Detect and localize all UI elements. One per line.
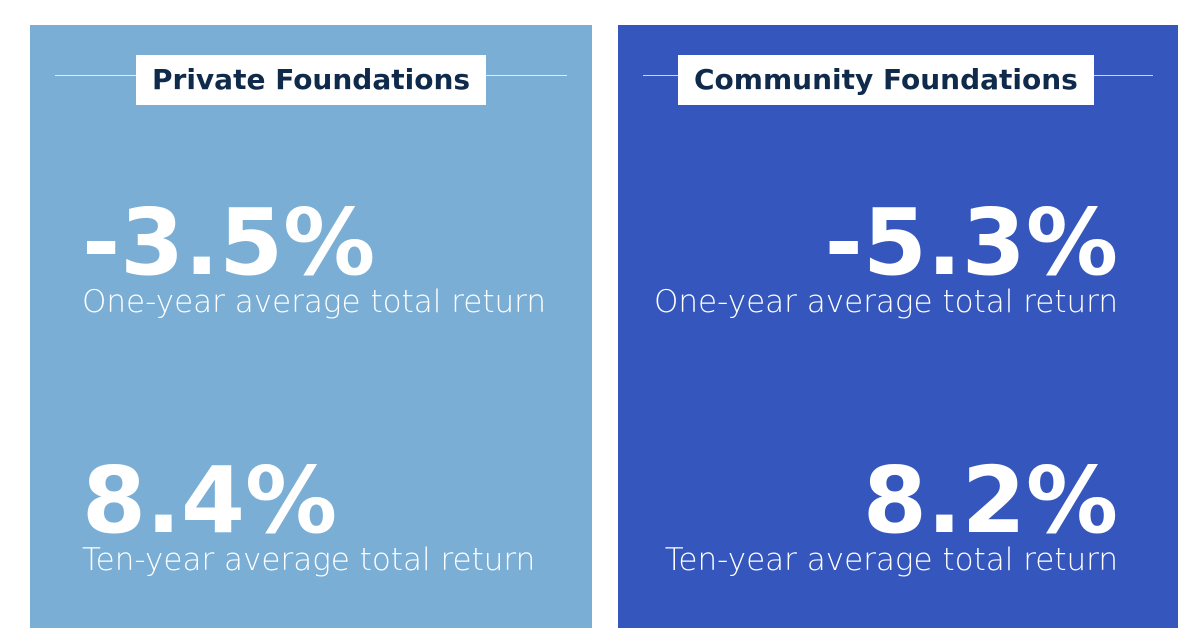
stat-value: -3.5% <box>82 189 376 296</box>
panel-title: Private Foundations <box>136 55 487 105</box>
stat-value: -5.3% <box>824 189 1118 296</box>
stat-label: One-year average total return <box>654 284 1118 320</box>
panel-title: Community Foundations <box>678 55 1094 105</box>
stat-label: Ten-year average total return <box>664 542 1118 578</box>
stat-value: 8.2% <box>862 447 1118 554</box>
panel: Community Foundations -5.3% One-year avera… <box>618 25 1178 628</box>
stat-label: Ten-year average total return <box>82 542 536 578</box>
stat-label: One-year average total return <box>82 284 546 320</box>
stat-value: 8.4% <box>82 447 338 554</box>
panel: Private Foundations -3.5% One-year average… <box>30 25 592 628</box>
